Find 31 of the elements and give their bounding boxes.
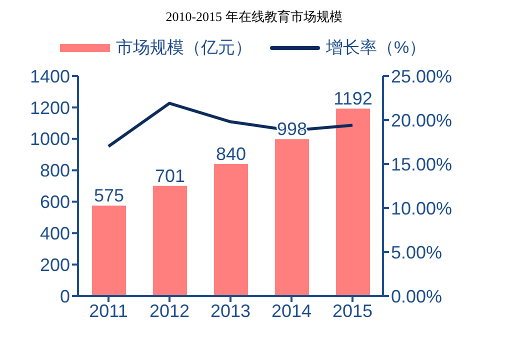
bar <box>153 186 187 296</box>
y2-tick-label: 0.00% <box>391 286 442 306</box>
y2-tick-label: 5.00% <box>391 242 442 262</box>
bar <box>92 206 126 296</box>
data-label: 1192 <box>334 88 372 109</box>
data-label: 701 <box>154 166 186 186</box>
bar <box>336 108 370 296</box>
data-label: 840 <box>216 144 246 164</box>
x-tick-label: 2012 <box>149 300 190 321</box>
y-tick-label: 0 <box>60 286 70 306</box>
y-tick-label: 400 <box>40 224 70 244</box>
legend-label: 增长率（%） <box>326 37 426 59</box>
x-tick-label: 2015 <box>332 300 373 321</box>
x-tick-label: 2014 <box>271 300 312 321</box>
chart-title: 2010-2015 年在线教育市场规模 <box>164 8 344 26</box>
y2-tick-label: 25.00% <box>391 66 452 86</box>
data-label: 575 <box>94 186 124 206</box>
y-tick-label: 1200 <box>30 98 70 118</box>
x-tick-label: 2011 <box>89 300 128 321</box>
y2-tick-label: 10.00% <box>391 198 452 218</box>
y-tick-label: 800 <box>40 160 70 181</box>
y-tick-label: 1400 <box>30 66 70 86</box>
y2-tick-label: 20.00% <box>391 110 452 130</box>
y-tick-label: 600 <box>40 192 70 212</box>
x-tick-label: 2013 <box>210 300 251 321</box>
y-tick-label: 1000 <box>30 129 70 150</box>
bar <box>214 164 248 296</box>
legend-label: 市场规模（亿元） <box>116 37 252 59</box>
y-tick-label: 200 <box>40 254 70 275</box>
y2-tick-label: 15.00% <box>391 154 452 174</box>
bar <box>275 139 309 296</box>
